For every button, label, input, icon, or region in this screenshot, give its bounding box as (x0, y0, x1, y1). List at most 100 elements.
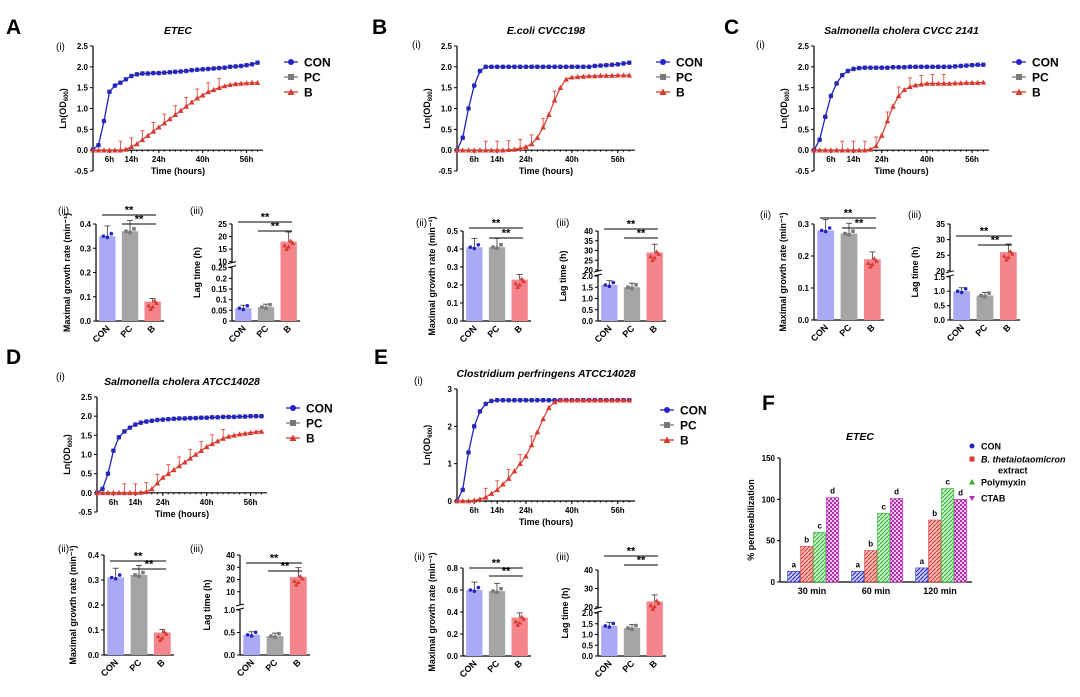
data-point-B (116, 490, 122, 496)
category-label: B (145, 323, 157, 335)
data-point-CON (879, 65, 884, 70)
data-point (117, 573, 122, 577)
data-point (241, 307, 246, 312)
data-point-B (952, 80, 958, 86)
data-point-B (873, 143, 879, 149)
data-point-B (188, 99, 195, 105)
data-point-B (249, 79, 255, 85)
category-label: CON (593, 323, 614, 344)
data-point (650, 606, 655, 611)
bar-PC (257, 307, 275, 321)
category-label: CON (235, 657, 256, 678)
data-point-B (225, 433, 232, 439)
data-point-CON (494, 64, 500, 70)
y-tick-label: 0.2 (88, 601, 100, 610)
y-tick-label: 1.5 (77, 84, 89, 93)
data-point-CON (598, 63, 603, 68)
data-point (476, 585, 481, 590)
data-point-CON (205, 66, 211, 72)
data-point-CON (193, 415, 198, 421)
y-tick-label: 0.2 (216, 274, 228, 283)
data-point-B (198, 447, 204, 453)
data-point (158, 637, 163, 642)
y-axis-label: Lag time (h) (558, 250, 568, 301)
category-label: PC (118, 323, 134, 339)
data-point-B (540, 124, 546, 130)
bar-B (280, 241, 297, 321)
legend-label: Polymyxin (981, 478, 1026, 488)
data-point (650, 257, 655, 262)
data-point-CON (823, 114, 828, 120)
data-point-CON (140, 71, 145, 76)
data-point-B (614, 397, 621, 403)
data-point-B (221, 83, 228, 89)
data-point (237, 306, 242, 310)
y-tick-label: 0.5 (447, 227, 459, 236)
data-point-CON (975, 62, 980, 67)
x-tick-label: 6h (105, 155, 114, 164)
y-tick-label: 0.5 (441, 125, 453, 134)
y-tick-label: 50 (766, 537, 775, 546)
bar-B (999, 252, 1017, 320)
data-point-CON (466, 450, 471, 455)
y-tick-label: 0.5 (582, 306, 594, 315)
chart-title: Clostridium perfringens ATCC14028 (456, 368, 635, 380)
y-tick-label: 0.5 (81, 470, 93, 479)
data-point-CON (242, 414, 248, 419)
data-point-B (592, 397, 598, 403)
data-point (148, 306, 153, 311)
y-axis-label: Lag time (h) (192, 247, 202, 298)
data-point-B (620, 72, 627, 78)
data-point-CON (162, 70, 167, 75)
data-point-CON (134, 72, 140, 77)
data-point-CON (902, 65, 907, 70)
data-point (495, 246, 499, 251)
data-point-CON (868, 65, 873, 70)
data-point-CON (96, 142, 101, 148)
significance-label: ** (627, 219, 636, 231)
series-line-B (457, 399, 630, 502)
data-point-B (454, 498, 460, 504)
category-label: B (647, 323, 659, 335)
significance-letter: d (830, 487, 835, 496)
y-tick-label: 0.3 (447, 263, 459, 272)
category-label: CON (99, 657, 120, 678)
y-tick-label: 0.4 (80, 220, 92, 229)
data-point-CON (160, 417, 166, 422)
data-point-CON (569, 64, 575, 70)
y-tick-label: 3 (448, 385, 453, 394)
data-point (611, 621, 616, 626)
legend-marker-B (287, 88, 295, 95)
y-tick-label: 2.5 (77, 42, 89, 51)
data-point (298, 573, 303, 579)
category-label: 30 min (798, 586, 827, 596)
data-point-B (172, 111, 179, 118)
data-point-B (459, 147, 466, 153)
data-point (652, 604, 657, 609)
data-point-B (477, 147, 483, 153)
category-label: B (512, 658, 524, 670)
legend-marker-PC (288, 74, 294, 80)
y-axis-label: Ln(OD600) (422, 88, 434, 129)
y-axis-label: Maximal growth rate (min⁻¹) (62, 213, 72, 332)
data-point (290, 240, 295, 245)
data-point (468, 588, 473, 592)
y-tick-label: 2 (448, 422, 453, 431)
data-point (611, 280, 616, 285)
data-point (870, 262, 875, 267)
panel-label-B: B (372, 16, 387, 39)
data-point (626, 285, 630, 290)
data-point (827, 226, 832, 230)
data-point (472, 589, 477, 593)
y-tick-label: 0.5 (77, 125, 89, 134)
significance-letter: b (868, 540, 873, 549)
y-tick-label: 0.0 (798, 316, 810, 325)
bar-PC (623, 628, 641, 656)
data-point (137, 574, 141, 578)
y-tick-label: 2.5 (441, 42, 453, 51)
data-point-B (511, 146, 518, 152)
data-point (269, 634, 273, 638)
data-point-CON (460, 135, 465, 140)
subpanel-label-ii: (ii) (760, 210, 771, 221)
data-point-CON (178, 69, 183, 74)
